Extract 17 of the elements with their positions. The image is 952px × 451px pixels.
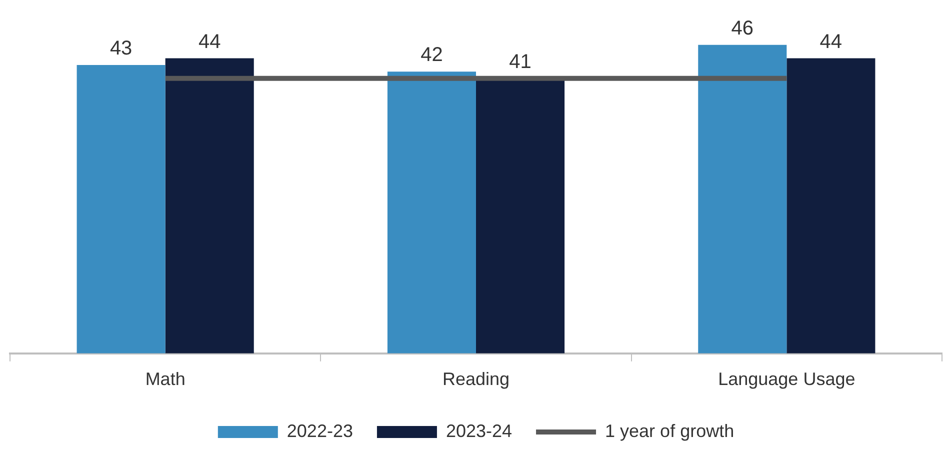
legend-label: 2023-24	[446, 420, 512, 441]
legend-label: 2022-23	[286, 420, 353, 441]
bar	[698, 44, 787, 354]
bar	[76, 64, 166, 354]
data-label: 44	[198, 30, 221, 53]
x-tick-label: Reading	[442, 369, 510, 390]
x-tick-label: Math	[145, 369, 186, 390]
bar	[786, 58, 876, 354]
data-label: 41	[509, 50, 532, 73]
data-label: 46	[731, 17, 754, 40]
x-tick-label: Language Usage	[718, 369, 856, 390]
data-label: 43	[110, 37, 132, 60]
bar	[387, 72, 476, 354]
data-label: 42	[420, 44, 443, 66]
legend-label: 1 year of growth	[605, 420, 734, 441]
data-label: 44	[820, 30, 842, 53]
bar	[165, 58, 254, 354]
